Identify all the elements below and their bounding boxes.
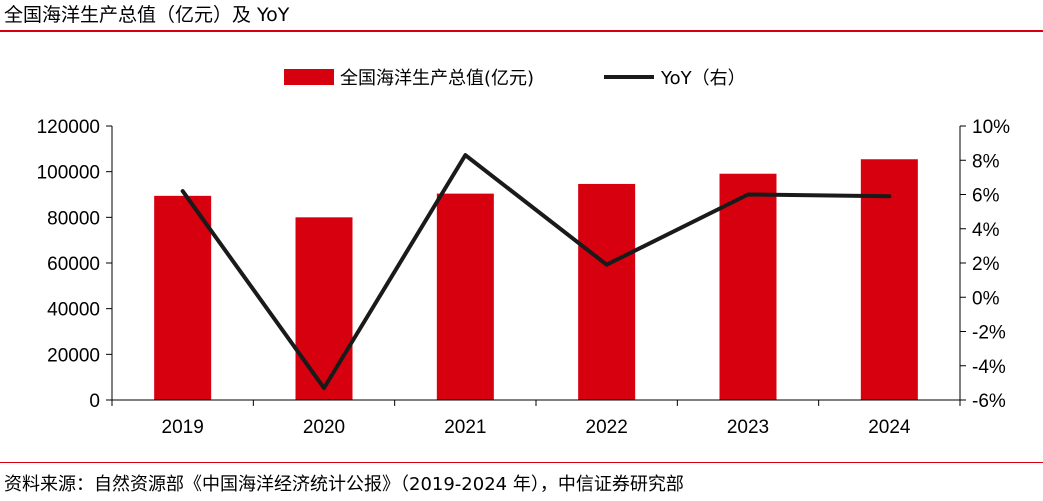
bar-2024 <box>860 159 918 400</box>
right-tick-label: 2% <box>972 254 1000 275</box>
bar-2022 <box>578 183 636 400</box>
x-tick-label: 2020 <box>303 417 345 438</box>
x-tick-label: 2021 <box>444 417 486 438</box>
bars-layer <box>154 159 918 400</box>
right-tick-label: 0% <box>972 288 1000 309</box>
left-tick-label: 60000 <box>47 254 100 275</box>
x-tick-label: 2024 <box>868 417 911 438</box>
left-tick-label: 0 <box>89 391 100 412</box>
source-rule <box>0 462 1043 463</box>
title-rule <box>0 30 1043 32</box>
left-tick-label: 120000 <box>37 117 100 138</box>
bar-2020 <box>295 217 353 400</box>
legend-line-label: YoY（右） <box>660 68 746 89</box>
legend-bar-swatch <box>284 69 334 85</box>
bar-2019 <box>154 195 212 400</box>
x-tick-label: 2022 <box>586 417 628 438</box>
right-tick-label: -2% <box>972 323 1006 344</box>
right-tick-label: 8% <box>972 151 1000 172</box>
legend: 全国海洋生产总值(亿元) YoY（右） <box>284 68 746 89</box>
left-tick-label: 80000 <box>47 208 100 229</box>
chart-title: 全国海洋生产总值（亿元）及 YoY <box>4 4 290 26</box>
x-tick-label: 2019 <box>162 417 204 438</box>
right-tick-label: -4% <box>972 357 1006 378</box>
left-tick-label: 40000 <box>47 300 100 321</box>
left-tick-label: 20000 <box>47 345 100 366</box>
yoy-line-layer <box>180 153 892 391</box>
bar-2021 <box>436 193 494 400</box>
source-note: 资料来源：自然资源部《中国海洋经济统计公报》（2019-2024 年），中信证券… <box>4 474 684 495</box>
left-tick-label: 100000 <box>37 163 100 184</box>
bar-2023 <box>719 173 777 400</box>
right-tick-label: -6% <box>972 391 1006 412</box>
axes-layer: 0 20000 40000 60000 80000 100000 120000 -6% -4% -… <box>37 117 1011 438</box>
right-tick-label: 4% <box>972 220 1000 241</box>
x-tick-label: 2023 <box>727 417 769 438</box>
right-tick-label: 6% <box>972 186 1000 207</box>
legend-bar-label: 全国海洋生产总值(亿元) <box>340 68 534 89</box>
yoy-line <box>180 153 892 391</box>
right-tick-label: 10% <box>972 117 1010 138</box>
